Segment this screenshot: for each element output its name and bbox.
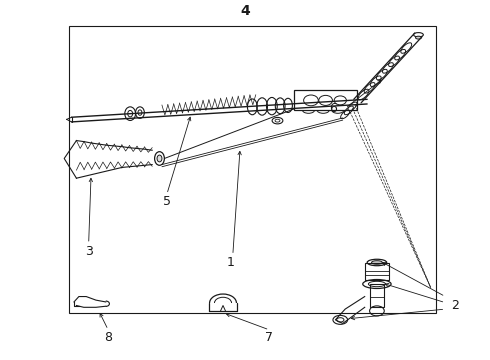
Text: 1: 1 xyxy=(226,256,234,269)
Text: 6: 6 xyxy=(329,102,337,115)
Bar xyxy=(369,284,384,307)
Bar xyxy=(365,263,389,280)
Bar xyxy=(69,26,436,313)
Ellipse shape xyxy=(371,261,382,264)
Text: 7: 7 xyxy=(266,331,273,344)
Ellipse shape xyxy=(416,36,421,39)
Text: 3: 3 xyxy=(85,245,93,258)
Text: 5: 5 xyxy=(163,195,171,208)
Bar xyxy=(294,90,357,110)
Text: 8: 8 xyxy=(104,331,112,344)
Text: 2: 2 xyxy=(451,299,459,312)
Text: 4: 4 xyxy=(240,4,250,18)
Ellipse shape xyxy=(157,155,162,162)
